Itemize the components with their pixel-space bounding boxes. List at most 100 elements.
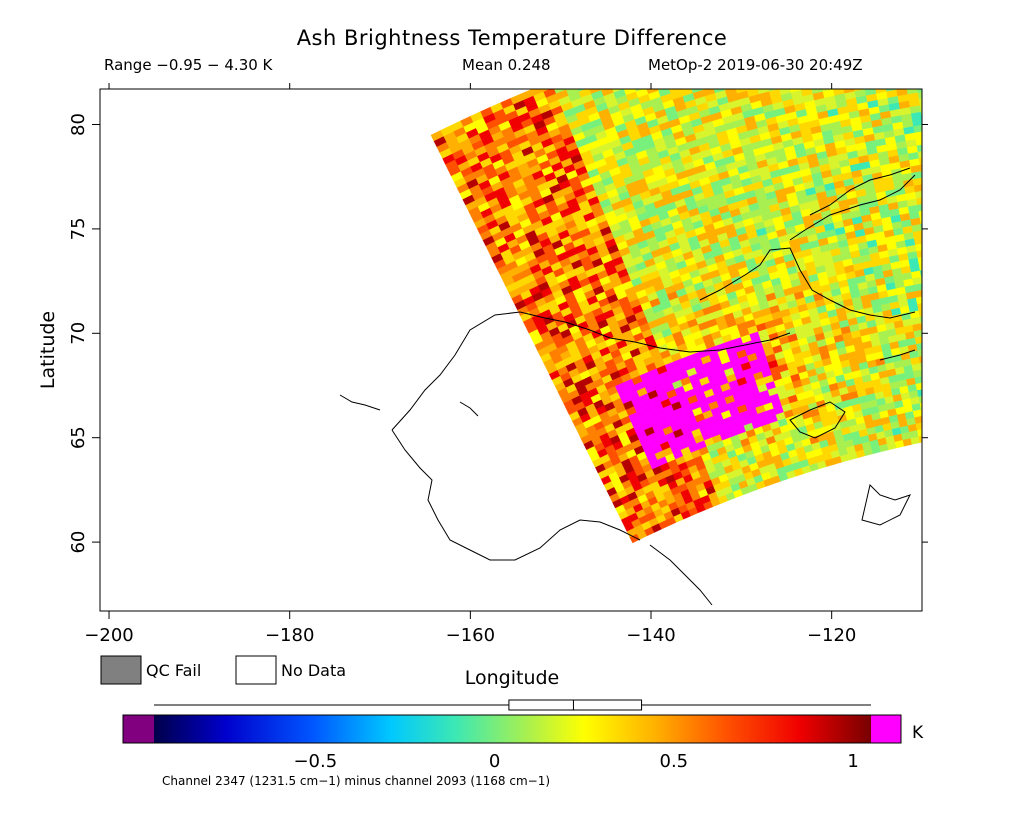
swath-cell [1009, 380, 1018, 388]
swath-cell [927, 201, 938, 209]
swath-cell [918, 395, 922, 404]
swath-cell [928, 208, 938, 216]
swath-cell [984, 324, 994, 332]
swath-cell [920, 322, 922, 329]
swath-cell [993, 330, 1003, 338]
swath-cell [974, 424, 983, 432]
swath-cell [985, 272, 995, 280]
swath-cell [914, 415, 922, 424]
swath-cell [946, 310, 956, 318]
swath-cell [959, 387, 968, 395]
swath-cell [998, 231, 1008, 239]
swath-cell [970, 346, 980, 354]
swath-cell [1007, 367, 1016, 375]
swath-cell [955, 362, 965, 370]
swath-cell [924, 288, 934, 296]
swath-cell [948, 416, 957, 424]
swath-cell [937, 404, 946, 412]
swath-cell [996, 408, 1005, 416]
swath-cell [941, 226, 951, 234]
swath-cell [935, 392, 944, 400]
swath-cell [949, 376, 958, 384]
swath-cell [975, 378, 984, 386]
swath-cell [930, 273, 940, 281]
swath-cell [984, 199, 994, 207]
swath-cell [973, 418, 982, 426]
swath-cell [945, 304, 955, 312]
swath-cell [977, 214, 987, 222]
swath-cell [1005, 289, 1015, 297]
swath-cell [929, 360, 939, 368]
swath-cell [981, 364, 990, 372]
swath-cell [927, 393, 936, 401]
swath-cell [950, 224, 960, 232]
swath-cell [1016, 300, 1024, 308]
swath-cell [1003, 335, 1012, 343]
swath-cell [968, 386, 977, 394]
swath-cell [965, 419, 974, 427]
swath-cell [1012, 190, 1022, 198]
swath-cell [987, 403, 996, 411]
swath-cell [957, 421, 966, 429]
swath-cell [1010, 386, 1019, 394]
swath-cell [978, 220, 988, 228]
swath-cell [1017, 235, 1024, 243]
swath-cell [1001, 256, 1011, 264]
swath-cell [963, 407, 972, 415]
swath-cell [1008, 374, 1017, 382]
swath-cell [975, 266, 985, 274]
swath-cell [969, 228, 979, 236]
swath-cell [936, 253, 946, 261]
swath-cell [976, 332, 986, 340]
swath-cell [981, 417, 990, 425]
swath-cell [997, 224, 1007, 232]
swath-cell [1004, 204, 1014, 212]
swath-cell [1006, 295, 1016, 303]
swath-cell [937, 312, 947, 320]
swath-cell [990, 369, 999, 377]
swath-cell [995, 277, 1005, 285]
swath-cell [1016, 372, 1024, 380]
swath-cell [995, 211, 1005, 219]
swath-cell [995, 342, 1004, 350]
swath-cell [936, 398, 945, 406]
swath-cell [942, 384, 951, 392]
swath-cell [950, 336, 960, 344]
swath-cell [947, 205, 957, 213]
swath-cell [920, 408, 922, 415]
swath-cell [991, 317, 1001, 325]
swath-cell [915, 382, 922, 391]
swath-cell [1013, 347, 1022, 355]
swath-cell [955, 408, 964, 416]
swath-cell [949, 277, 959, 285]
swath-cell [941, 331, 951, 339]
swath-cell [1006, 420, 1015, 428]
swath-cell [983, 259, 993, 267]
swath-cell [916, 342, 922, 351]
swath-cell [994, 270, 1004, 278]
swath-cell [972, 247, 982, 255]
swath-cell [1007, 229, 1017, 237]
swath-cell [989, 297, 999, 305]
swath-cell [929, 214, 939, 222]
swath-cell [942, 337, 952, 345]
swath-cell [989, 416, 998, 424]
swath-cell [969, 392, 978, 400]
swath-cell [966, 327, 976, 335]
swath-cell [935, 345, 945, 353]
swath-cell [953, 243, 963, 251]
swath-cell [982, 371, 991, 379]
data-swath [430, 89, 1024, 544]
mean-label: Mean 0.248 [462, 56, 551, 74]
swath-cell [924, 334, 934, 342]
swath-cell [949, 330, 959, 338]
swath-cell [983, 193, 993, 201]
swath-cell [943, 390, 952, 398]
swath-cell [945, 357, 955, 365]
swath-cell [955, 256, 965, 264]
swath-cell [961, 236, 971, 244]
swath-cell [986, 396, 995, 404]
swath-cell [935, 246, 945, 254]
swath-cell [950, 429, 959, 437]
swath-cell [926, 347, 936, 355]
